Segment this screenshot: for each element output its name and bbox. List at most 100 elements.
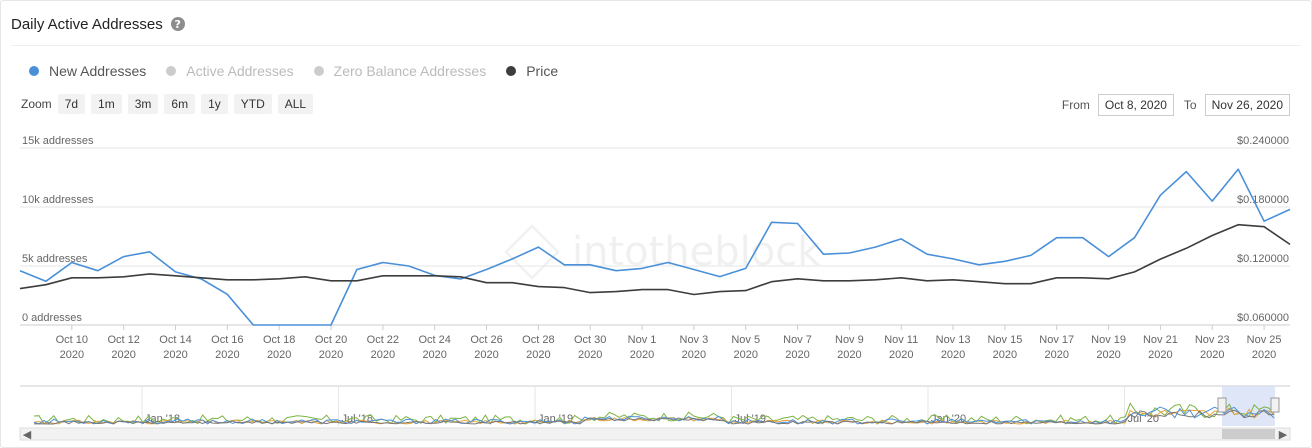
zoom-6m-button[interactable]: 6m bbox=[164, 94, 196, 114]
legend-label: Price bbox=[526, 63, 559, 79]
zoom-3m-button[interactable]: 3m bbox=[127, 94, 159, 114]
x-tick-label: Oct 20 bbox=[315, 334, 347, 346]
x-tick-label: Oct 26 bbox=[470, 334, 502, 346]
right-tick-label: $0.240000 bbox=[1237, 135, 1289, 147]
legend-label: New Addresses bbox=[49, 63, 147, 79]
zoom-controls: Zoom 7d 1m 3m 6m 1y YTD ALL bbox=[21, 94, 319, 114]
left-tick-label: 15k addresses bbox=[22, 135, 94, 147]
x-tick-year: 2020 bbox=[682, 349, 706, 361]
x-tick-label: Oct 30 bbox=[574, 334, 606, 346]
x-tick-year: 2020 bbox=[60, 349, 84, 361]
x-tick-label: Oct 24 bbox=[418, 334, 450, 346]
x-tick-label: Nov 5 bbox=[731, 334, 760, 346]
zoom-all-button[interactable]: ALL bbox=[277, 94, 314, 114]
legend-label: Zero Balance Addresses bbox=[333, 63, 487, 79]
x-tick-year: 2020 bbox=[630, 349, 654, 361]
x-tick-year: 2020 bbox=[785, 349, 809, 361]
x-tick-label: Nov 23 bbox=[1195, 334, 1230, 346]
navigator-handle bbox=[1270, 397, 1280, 413]
series-line-price bbox=[19, 223, 1291, 296]
x-tick-label: Nov 13 bbox=[936, 334, 971, 346]
header-divider bbox=[11, 45, 1301, 46]
zoom-label: Zoom bbox=[21, 97, 52, 111]
x-tick-year: 2020 bbox=[111, 349, 135, 361]
x-tick-year: 2020 bbox=[215, 349, 239, 361]
x-tick-year: 2020 bbox=[837, 349, 861, 361]
from-date-input[interactable]: Oct 8, 2020 bbox=[1097, 94, 1174, 116]
legend-dot-icon bbox=[313, 66, 324, 76]
x-tick-label: Nov 9 bbox=[835, 334, 864, 346]
x-tick-year: 2020 bbox=[422, 349, 446, 361]
legend-item-zero-balance-addresses[interactable]: Zero Balance Addresses bbox=[313, 63, 487, 79]
watermark: intotheblock bbox=[504, 224, 821, 280]
x-tick-label: Nov 21 bbox=[1143, 334, 1178, 346]
from-label: From bbox=[1061, 98, 1090, 112]
x-tick-year: 2020 bbox=[371, 349, 395, 361]
zoom-1y-button[interactable]: 1y bbox=[201, 94, 228, 114]
x-tick-year: 2020 bbox=[733, 349, 757, 361]
x-axis: Oct 10 2020 Oct 12 2020 Oct 14 2020 Oct 16 2020… bbox=[56, 325, 1282, 361]
x-tick-year: 2020 bbox=[526, 349, 550, 361]
navigator-handle bbox=[1217, 397, 1227, 413]
navigator-line bbox=[33, 407, 1275, 425]
legend-dot-icon bbox=[29, 66, 39, 76]
navigator-tick-label: Jul '19 bbox=[735, 413, 766, 425]
watermark-text: intotheblock bbox=[572, 229, 821, 275]
x-tick-year: 2020 bbox=[993, 349, 1017, 361]
x-tick-label: Oct 12 bbox=[107, 334, 139, 346]
navigator-line bbox=[33, 402, 1275, 425]
to-date-input[interactable]: Nov 26, 2020 bbox=[1204, 94, 1290, 116]
left-axis: 0 addresses 5k addresses 10k addresses 15k … bbox=[22, 135, 94, 324]
x-tick-year: 2020 bbox=[267, 349, 291, 361]
legend: New Addresses Active Addresses Zero Bala… bbox=[29, 63, 578, 79]
legend-label: Active Addresses bbox=[186, 63, 294, 79]
legend-dot-icon bbox=[166, 66, 177, 76]
scrollbar-thumb bbox=[1222, 429, 1275, 439]
x-tick-year: 2020 bbox=[889, 349, 913, 361]
left-tick-label: 5k addresses bbox=[22, 253, 88, 265]
right-axis: $0.060000 $0.120000 $0.180000 $0.240000 bbox=[1237, 135, 1289, 324]
navigator-selection bbox=[1222, 386, 1275, 426]
x-tick-year: 2020 bbox=[578, 349, 602, 361]
zoom-1m-button[interactable]: 1m bbox=[91, 94, 122, 114]
series bbox=[19, 168, 1291, 326]
zoom-7d-button[interactable]: 7d bbox=[57, 94, 86, 114]
scroll-right-arrow-icon: ▶ bbox=[1279, 429, 1288, 441]
right-tick-label: $0.120000 bbox=[1237, 253, 1289, 265]
left-tick-label: 0 addresses bbox=[22, 312, 82, 324]
x-tick-label: Nov 1 bbox=[628, 334, 657, 346]
date-range: From Oct 8, 2020 To Nov 26, 2020 bbox=[1062, 94, 1290, 116]
navigator-tick-label: Jul '20 bbox=[1128, 413, 1159, 425]
header: Daily Active Addresses ? bbox=[11, 13, 185, 35]
x-tick-year: 2020 bbox=[941, 349, 965, 361]
x-tick-label: Nov 19 bbox=[1091, 334, 1126, 346]
x-tick-label: Nov 15 bbox=[987, 334, 1022, 346]
navigator[interactable]: Jan '18 Jul '18 Jan '19 Jul '19 Jan '20 Jul '… bbox=[19, 385, 1291, 441]
x-tick-year: 2020 bbox=[1252, 349, 1276, 361]
x-tick-year: 2020 bbox=[1148, 349, 1172, 361]
legend-dot-icon bbox=[506, 66, 517, 76]
x-tick-year: 2020 bbox=[1200, 349, 1224, 361]
zoom-ytd-button[interactable]: YTD bbox=[233, 94, 272, 114]
help-icon[interactable]: ? bbox=[170, 17, 185, 31]
navigator-line bbox=[33, 409, 1275, 425]
right-tick-label: $0.060000 bbox=[1237, 312, 1289, 324]
x-tick-label: Oct 14 bbox=[159, 334, 191, 346]
legend-item-price[interactable]: Price bbox=[506, 63, 558, 79]
chart-title: Daily Active Addresses bbox=[11, 15, 163, 33]
x-tick-year: 2020 bbox=[1096, 349, 1120, 361]
x-tick-label: Nov 17 bbox=[1039, 334, 1074, 346]
legend-item-active-addresses[interactable]: Active Addresses bbox=[166, 63, 294, 79]
navigator-line bbox=[33, 406, 1275, 425]
x-tick-label: Oct 16 bbox=[211, 334, 243, 346]
x-tick-label: Oct 22 bbox=[367, 334, 399, 346]
x-tick-label: Oct 10 bbox=[56, 334, 88, 346]
x-tick-label: Nov 3 bbox=[680, 334, 709, 346]
right-tick-label: $0.180000 bbox=[1237, 194, 1289, 206]
x-tick-year: 2020 bbox=[319, 349, 343, 361]
x-tick-label: Nov 25 bbox=[1247, 334, 1282, 346]
grid bbox=[20, 147, 1290, 326]
legend-item-new-addresses[interactable]: New Addresses bbox=[29, 63, 146, 79]
series-line-new-addresses bbox=[19, 168, 1291, 326]
